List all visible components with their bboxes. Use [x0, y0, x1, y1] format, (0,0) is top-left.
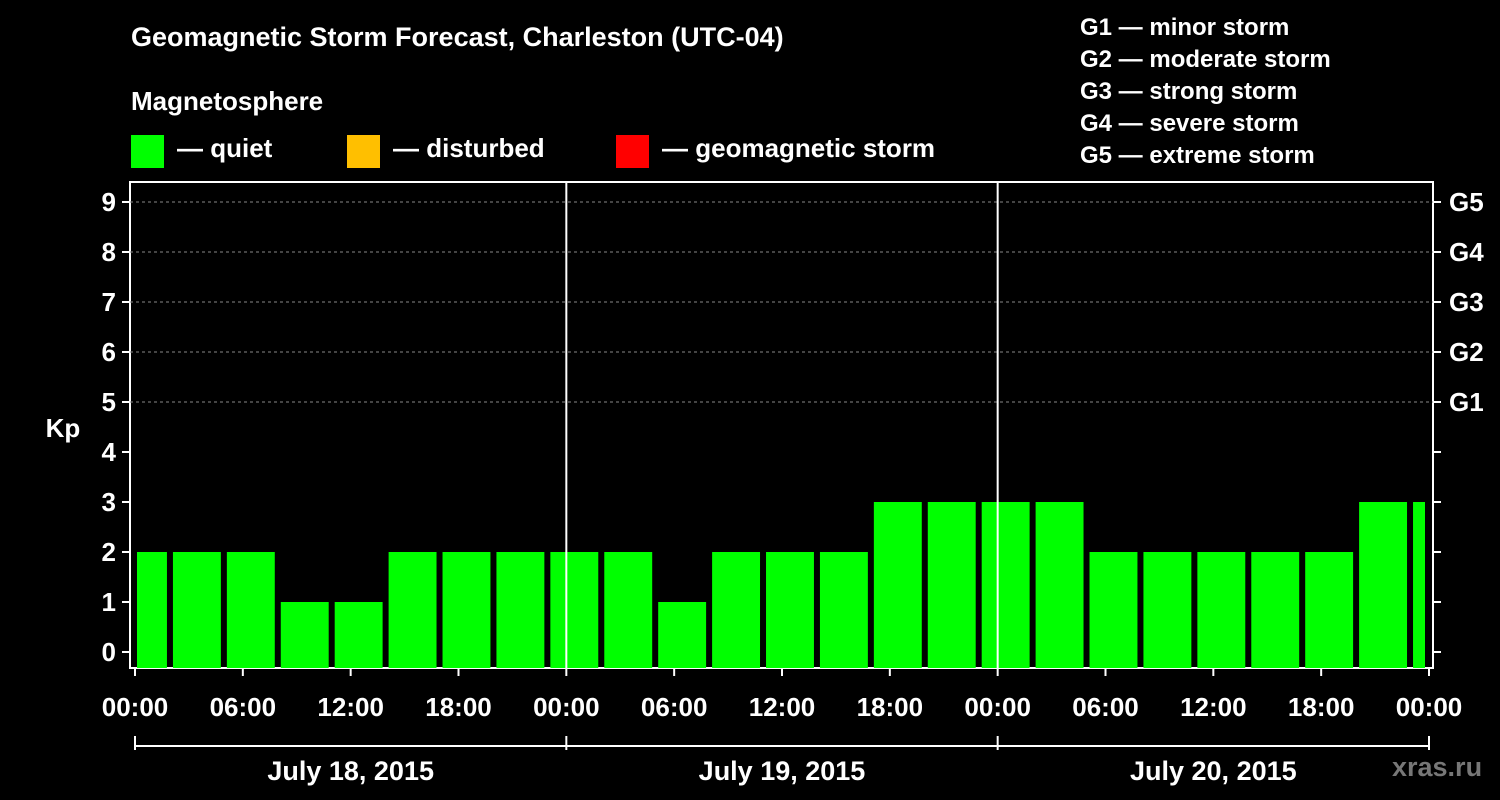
- day-label: July 20, 2015: [1130, 756, 1297, 786]
- storm-scale-g2: G2 — moderate storm: [1080, 46, 1331, 73]
- magnetosphere-heading: Magnetosphere: [131, 86, 324, 116]
- kp-bar: [873, 502, 922, 668]
- day-label: July 19, 2015: [699, 756, 866, 786]
- y-tick-label: 5: [102, 387, 116, 417]
- kp-bar: [1413, 502, 1425, 668]
- x-tick-label: 00:00: [964, 692, 1031, 722]
- legend-swatch-quiet: [131, 135, 164, 168]
- x-tick-label: 18:00: [857, 692, 924, 722]
- chart-title: Geomagnetic Storm Forecast, Charleston (…: [131, 22, 784, 52]
- x-tick-label: 00:00: [102, 692, 169, 722]
- kp-bar: [819, 552, 868, 668]
- storm-scale-g3: G3 — strong storm: [1080, 78, 1298, 105]
- g-level-label: G4: [1449, 237, 1484, 267]
- legend-label-storm: — geomagnetic storm: [662, 133, 936, 163]
- y-tick-label: 3: [102, 487, 116, 517]
- x-tick-label: 00:00: [533, 692, 600, 722]
- y-tick-label: 1: [102, 587, 116, 617]
- x-tick-label: 18:00: [1288, 692, 1355, 722]
- storm-scale-g5: G5 — extreme storm: [1080, 142, 1315, 169]
- g-level-label: G2: [1449, 337, 1484, 367]
- kp-bar: [1035, 502, 1084, 668]
- kp-bar: [981, 502, 1030, 668]
- legend-swatch-storm: [616, 135, 649, 168]
- g-level-label: G1: [1449, 387, 1484, 417]
- kp-bar: [496, 552, 545, 668]
- x-tick-label: 12:00: [317, 692, 384, 722]
- kp-bar: [137, 552, 167, 668]
- y-tick-label: 4: [102, 437, 117, 467]
- y-tick-label: 0: [102, 637, 116, 667]
- legend-swatch-disturbed: [347, 135, 380, 168]
- kp-bar: [172, 552, 221, 668]
- g-level-label: G5: [1449, 187, 1484, 217]
- day-label: July 18, 2015: [267, 756, 434, 786]
- y-tick-label: 9: [102, 187, 116, 217]
- y-axis-label: Kp: [46, 413, 81, 443]
- y-tick-label: 8: [102, 237, 116, 267]
- y-tick-label: 2: [102, 537, 116, 567]
- x-tick-label: 06:00: [641, 692, 708, 722]
- kp-bar: [334, 602, 383, 668]
- x-tick-label: 12:00: [1180, 692, 1247, 722]
- x-tick-label: 18:00: [425, 692, 492, 722]
- y-tick-label: 7: [102, 287, 116, 317]
- kp-bar: [388, 552, 437, 668]
- kp-bar: [927, 502, 976, 668]
- x-tick-label: 06:00: [1072, 692, 1139, 722]
- kp-bar: [1089, 552, 1138, 668]
- kp-bar: [1197, 552, 1246, 668]
- y-tick-label: 6: [102, 337, 116, 367]
- kp-bar: [658, 602, 707, 668]
- storm-scale-g4: G4 — severe storm: [1080, 110, 1299, 137]
- kp-bar: [1359, 502, 1408, 668]
- x-tick-label: 06:00: [210, 692, 277, 722]
- legend-label-disturbed: — disturbed: [393, 133, 545, 163]
- storm-scale-g1: G1 — minor storm: [1080, 14, 1290, 41]
- g-level-label: G3: [1449, 287, 1484, 317]
- x-tick-label: 00:00: [1396, 692, 1463, 722]
- storm-scale-legend: G1 — minor storm G2 — moderate storm G3 …: [1080, 12, 1331, 172]
- kp-bar: [280, 602, 329, 668]
- legend-label-quiet: — quiet: [177, 133, 273, 163]
- kp-bar: [550, 552, 599, 668]
- x-tick-label: 12:00: [749, 692, 816, 722]
- kp-bar: [712, 552, 761, 668]
- kp-bar: [604, 552, 653, 668]
- kp-bar: [1143, 552, 1192, 668]
- kp-bar: [442, 552, 491, 668]
- kp-bar: [766, 552, 814, 668]
- kp-bar: [226, 552, 275, 668]
- kp-bar: [1251, 552, 1300, 668]
- watermark: xras.ru: [1392, 752, 1483, 782]
- kp-bar: [1305, 552, 1354, 668]
